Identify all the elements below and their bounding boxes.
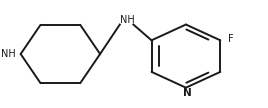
- Text: NH: NH: [120, 15, 134, 25]
- Text: N: N: [183, 88, 192, 98]
- Text: F: F: [228, 34, 234, 44]
- Text: NH: NH: [1, 49, 16, 59]
